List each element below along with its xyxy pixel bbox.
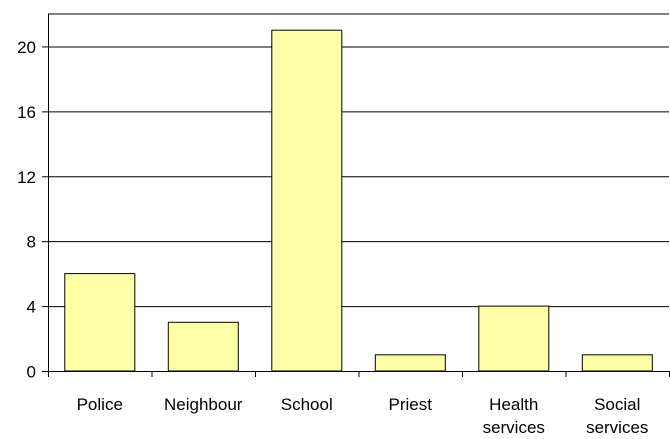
bar xyxy=(271,29,343,372)
x-category-label: Priest xyxy=(389,395,433,414)
y-tick-label: 16 xyxy=(17,103,36,122)
x-axis-category-labels: Police Neighbour School Priest Health service… xyxy=(77,395,649,437)
x-category-label-line: Health xyxy=(489,395,538,414)
bars xyxy=(64,29,653,372)
bar xyxy=(374,354,446,372)
x-category-label-line: Police xyxy=(77,395,123,414)
gridlines xyxy=(48,13,669,308)
x-category-label: Social services xyxy=(586,395,648,437)
bar xyxy=(167,321,239,372)
x-category-label-line: Social xyxy=(594,395,640,414)
x-category-label: Neighbour xyxy=(164,395,243,414)
y-tick-label: 4 xyxy=(27,298,36,317)
x-category-label: Health services xyxy=(483,395,545,437)
bar xyxy=(478,305,550,372)
x-category-label: Police xyxy=(77,395,123,414)
x-category-label-line: Priest xyxy=(389,395,433,414)
x-category-label-line: services xyxy=(586,418,648,437)
bar xyxy=(581,354,653,372)
x-category-label-line: Neighbour xyxy=(164,395,243,414)
y-axis-ticks: 0 4 8 12 16 20 xyxy=(17,38,48,382)
axes xyxy=(48,14,670,377)
x-category-label: School xyxy=(281,395,333,414)
y-tick-label: 8 xyxy=(27,233,36,252)
y-tick-label: 0 xyxy=(27,363,36,382)
x-category-label-line: services xyxy=(483,418,545,437)
y-tick-label: 20 xyxy=(17,38,36,57)
x-category-label-line: School xyxy=(281,395,333,414)
bar xyxy=(64,273,136,372)
y-tick-label: 12 xyxy=(17,168,36,187)
